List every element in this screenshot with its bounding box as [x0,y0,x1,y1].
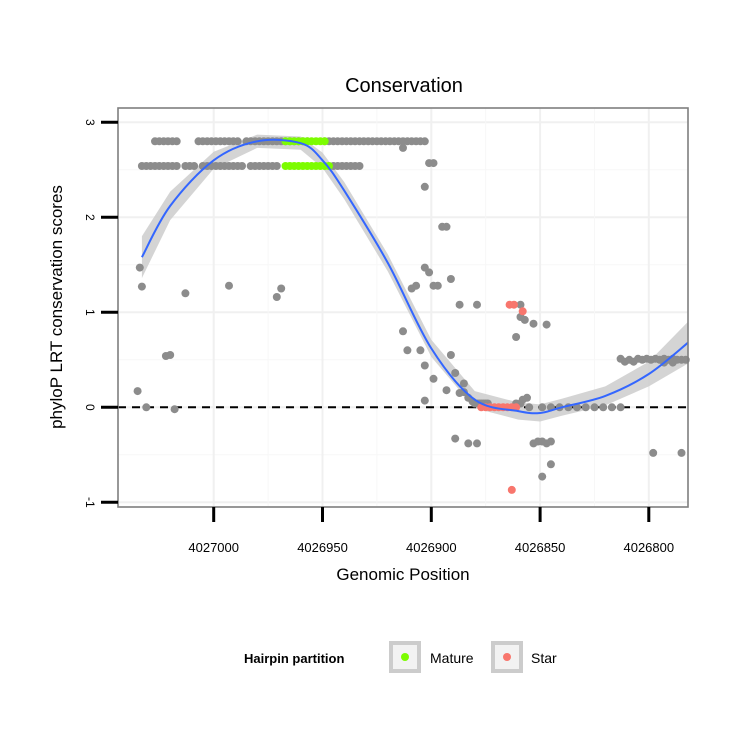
data-point-other [607,403,616,412]
x-axis: 4027000 4026950 4026900 4026850 4026800 [188,507,674,555]
data-point-other [455,300,464,309]
data-point-other [142,403,151,412]
data-point-other [464,439,473,448]
data-point-other [442,222,451,231]
x-tick-label: 4026950 [297,540,348,555]
data-point-other [403,346,412,355]
data-point-other [416,346,425,355]
legend-swatch-mature [401,653,409,661]
chart-title: Conservation [345,75,463,97]
data-point-other [668,358,677,367]
data-point-other [135,263,144,272]
data-point-other [420,396,429,405]
data-point-other [512,333,521,341]
x-tick-label: 4026800 [623,540,674,555]
data-point-other [529,319,538,328]
data-point-other [451,369,460,377]
data-point-other [238,162,246,170]
data-point-other [616,403,625,412]
data-point-other [399,143,407,152]
y-tick-label: -1 [83,497,97,508]
x-tick-label: 4026850 [515,540,566,555]
data-point-star [518,307,527,316]
data-point-other [446,275,455,283]
x-axis-title: Genomic Position [336,565,469,584]
data-point-other [420,361,429,370]
data-point-other [399,327,407,336]
y-tick-label: 0 [83,404,97,411]
series-star [477,300,527,494]
data-point-other [170,405,179,414]
legend: Hairpin partition Mature Star [244,641,557,673]
legend-label-mature: Mature [430,650,474,666]
data-point-other [538,472,547,481]
data-point-other [446,351,455,359]
data-point-other [420,182,429,191]
data-point-other [225,281,233,290]
smooth-trend-line [141,138,689,415]
smooth-band-layer [141,134,688,422]
data-point-other [451,434,460,443]
data-point-other [137,282,146,291]
data-point-other [581,403,590,412]
data-point-other [516,300,525,309]
data-point-other [133,387,142,396]
data-point-other [523,393,531,402]
data-point-star [512,403,521,412]
data-point-other [181,289,190,298]
data-point-star [510,300,518,309]
data-point-other [277,284,286,293]
data-point-other [172,162,181,170]
series-mature [281,137,333,170]
y-axis-title: phyloP LRT conservation scores [47,185,66,429]
data-point-other [677,448,686,457]
data-point-other [166,351,175,359]
data-point-other [459,379,468,388]
data-point-other [590,403,599,412]
data-point-other [473,300,481,309]
data-point-other [172,137,181,146]
data-point-other [425,268,434,277]
data-point-other [355,162,364,170]
legend-title: Hairpin partition [244,651,344,666]
data-point-other [542,320,551,329]
data-point-other [473,439,481,448]
data-point-other [573,403,581,412]
data-point-other [190,162,199,170]
data-point-other [546,437,555,446]
legend-label-star: Star [531,650,557,666]
x-tick-label: 4027000 [188,540,239,555]
data-point-other [520,315,529,324]
y-tick-label: 3 [83,119,97,126]
data-point-other [538,403,547,412]
data-point-star [507,485,516,494]
data-point-other [649,448,658,457]
y-axis: -1 0 1 2 3 [83,119,118,508]
data-point-mature [320,137,329,146]
data-point-other [433,281,442,290]
legend-key-star [491,641,523,673]
data-point-other [272,162,281,170]
plot-border [117,107,689,508]
y-tick-label: 2 [83,214,97,221]
data-point-other [429,159,438,168]
data-point-other [546,460,555,469]
data-point-other [442,386,451,395]
y-tick-label: 1 [83,309,97,316]
data-point-other [599,403,608,412]
data-point-other [420,137,429,146]
data-point-other [525,403,534,412]
x-tick-label: 4026900 [406,540,457,555]
data-point-other [459,388,468,397]
smooth-line-layer [141,138,689,415]
smooth-confidence-band [141,134,688,422]
data-point-mature [325,162,333,170]
legend-swatch-star [503,653,511,661]
data-point-other [412,281,421,290]
data-point-other [272,293,281,301]
data-point-other [233,137,242,146]
data-point-other [429,374,438,383]
